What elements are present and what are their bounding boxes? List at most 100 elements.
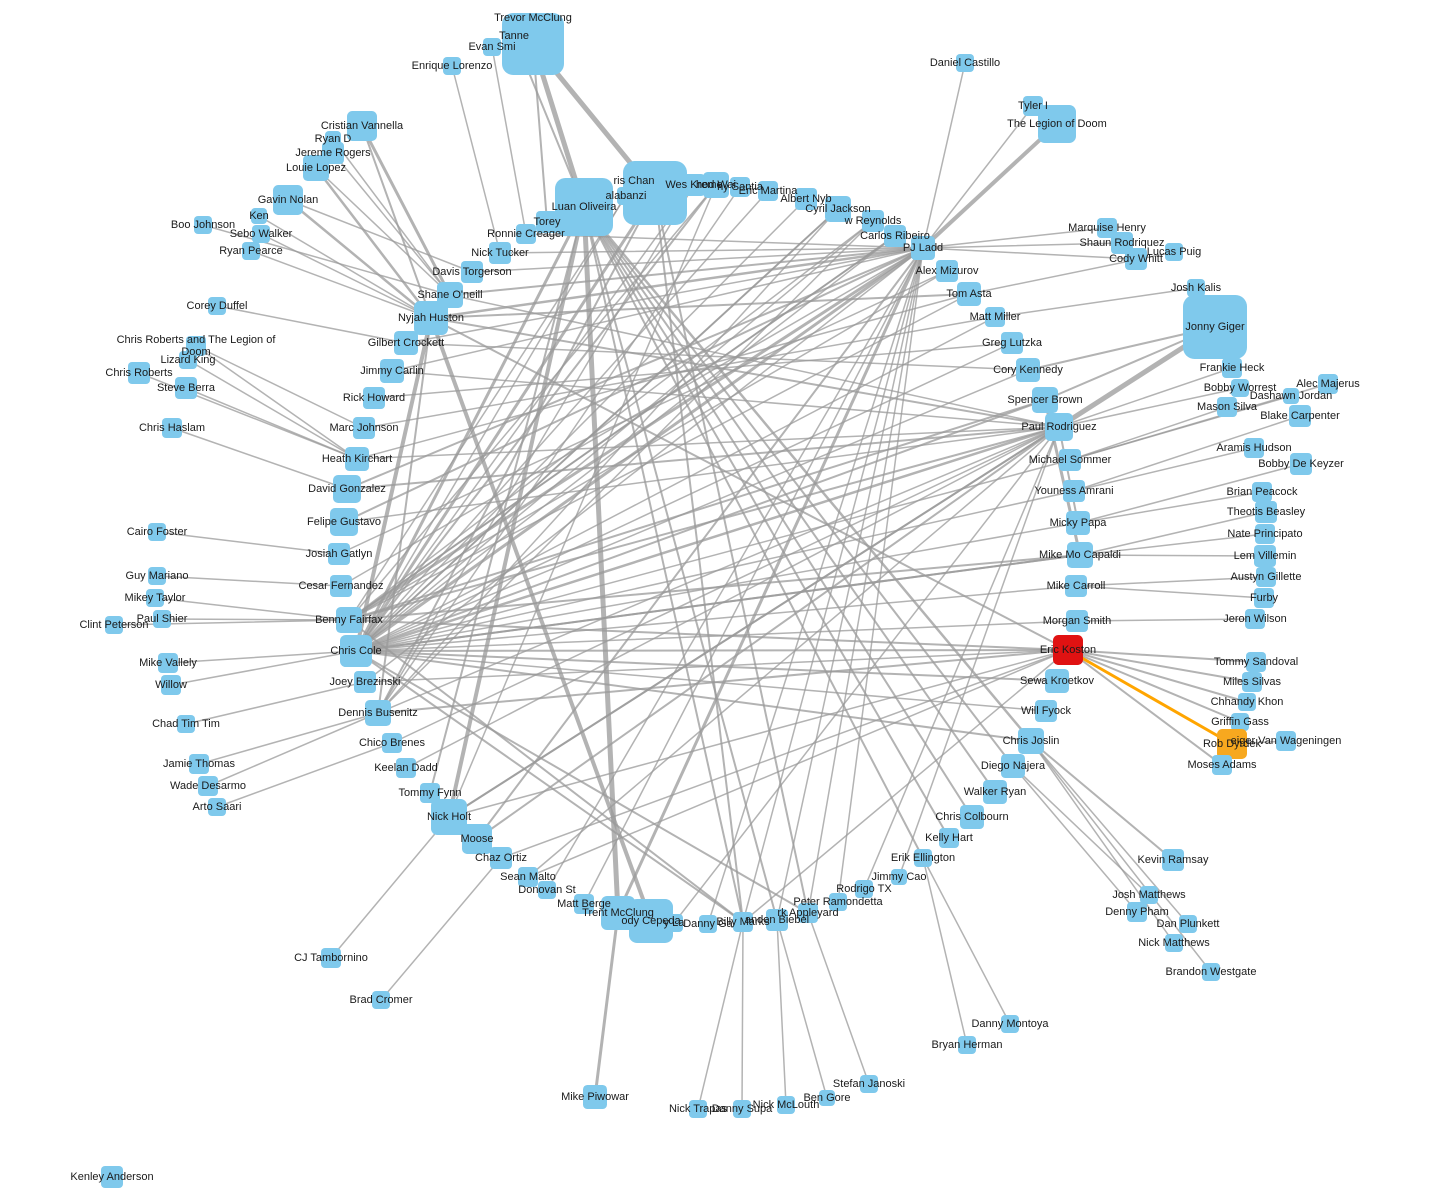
graph-node-youness-amrani[interactable] bbox=[1063, 480, 1085, 502]
graph-node-will-fyock[interactable] bbox=[1035, 700, 1057, 722]
graph-node-ny-santia[interactable] bbox=[730, 177, 750, 197]
graph-node-billy-marks[interactable] bbox=[733, 912, 753, 932]
graph-node-nick-matthews[interactable] bbox=[1165, 934, 1183, 952]
graph-node-danny-ga[interactable] bbox=[699, 915, 717, 933]
graph-node-nate-principato[interactable] bbox=[1255, 524, 1275, 544]
graph-node-chris-cole[interactable] bbox=[340, 635, 372, 667]
graph-node-chhandy-khon[interactable] bbox=[1238, 693, 1256, 711]
graph-node-walker-ryan[interactable] bbox=[983, 780, 1007, 804]
graph-node-bobby-worrest[interactable] bbox=[1231, 379, 1249, 397]
graph-node-theotis-beasley[interactable] bbox=[1255, 501, 1277, 523]
graph-node-mikey-taylor[interactable] bbox=[146, 589, 164, 607]
graph-node-keelan-dadd[interactable] bbox=[396, 758, 416, 778]
graph-node-mike-mo-capaldi[interactable] bbox=[1067, 542, 1093, 568]
graph-node-kelly-hart[interactable] bbox=[939, 828, 959, 848]
graph-node-ken[interactable] bbox=[251, 208, 267, 224]
graph-node-the-legion-of-doom[interactable] bbox=[1038, 105, 1076, 143]
graph-node-donovan-st[interactable] bbox=[538, 881, 556, 899]
graph-node-jamie-thomas[interactable] bbox=[189, 754, 209, 774]
graph-node-sewa-kroetkov[interactable] bbox=[1045, 669, 1069, 693]
graph-node-davis-torgerson[interactable] bbox=[461, 261, 483, 283]
graph-node-wade-desarmo[interactable] bbox=[198, 776, 218, 796]
graph-node-lem-villemin[interactable] bbox=[1254, 545, 1276, 567]
graph-node-jimmy-carlin[interactable] bbox=[380, 359, 404, 383]
graph-node-cesar-fernandez[interactable] bbox=[330, 575, 352, 597]
graph-node-bobby-de-keyzer[interactable] bbox=[1290, 453, 1312, 475]
graph-node-cj-tambornino[interactable] bbox=[321, 948, 341, 968]
graph-node-brad-cromer[interactable] bbox=[372, 991, 390, 1009]
graph-node-matt-miller[interactable] bbox=[985, 307, 1005, 327]
graph-node-cody-whitt[interactable] bbox=[1125, 248, 1147, 270]
graph-node-joey-brezinski[interactable] bbox=[354, 671, 376, 693]
graph-node-josiah-gatlyn[interactable] bbox=[328, 543, 350, 565]
graph-node-josh-kalis[interactable] bbox=[1187, 279, 1205, 297]
graph-node-benny-fairfax[interactable] bbox=[336, 607, 362, 633]
graph-node-cyril-jackson[interactable] bbox=[825, 196, 851, 222]
graph-node-wes-kreme[interactable] bbox=[683, 174, 705, 196]
graph-node-sean-malto[interactable] bbox=[518, 867, 538, 887]
graph-node-spencer-brown[interactable] bbox=[1032, 387, 1058, 413]
graph-node-nick-trapas[interactable] bbox=[689, 1100, 707, 1118]
graph-node-albert-nyb[interactable] bbox=[795, 188, 817, 210]
graph-node-paul-rodriguez[interactable] bbox=[1045, 413, 1073, 441]
graph-node-alec-majerus[interactable] bbox=[1318, 374, 1338, 394]
graph-node-matt-berge[interactable] bbox=[574, 894, 594, 914]
graph-node-y-la[interactable] bbox=[665, 914, 683, 932]
graph-node-nick-mclouth[interactable] bbox=[777, 1096, 795, 1114]
graph-node-moose[interactable] bbox=[462, 824, 492, 854]
graph-node-david-gonzalez[interactable] bbox=[333, 475, 361, 503]
graph-node-eric-koston[interactable] bbox=[1053, 635, 1083, 665]
graph-node-brandon-westgate[interactable] bbox=[1202, 963, 1220, 981]
graph-node-stefan-janoski[interactable] bbox=[860, 1075, 878, 1093]
graph-node-lucas-puig[interactable] bbox=[1165, 243, 1183, 261]
graph-node-tommy-sandoval[interactable] bbox=[1246, 652, 1266, 672]
graph-node-rk-appleyard[interactable] bbox=[798, 903, 818, 923]
graph-node-frankie-heck[interactable] bbox=[1222, 358, 1242, 378]
graph-node-jonny-giger[interactable] bbox=[1183, 295, 1247, 359]
graph-node-dan-plunkett[interactable] bbox=[1179, 915, 1197, 933]
graph-node-gilbert-crockett[interactable] bbox=[394, 331, 418, 355]
graph-node-ben-gore[interactable] bbox=[819, 1090, 835, 1106]
graph-node-arto-saari[interactable] bbox=[208, 798, 226, 816]
graph-node-sebo-walker[interactable] bbox=[252, 225, 270, 243]
graph-node-cairo-foster[interactable] bbox=[148, 523, 166, 541]
graph-node-eiger-van-wageningen[interactable] bbox=[1276, 731, 1296, 751]
graph-node-willow[interactable] bbox=[161, 675, 181, 695]
graph-node-griffin-gass[interactable] bbox=[1231, 713, 1249, 731]
graph-node-clint-peterson[interactable] bbox=[105, 616, 123, 634]
graph-node-morgan-smith[interactable] bbox=[1066, 610, 1088, 632]
graph-node-mike-piwowar[interactable] bbox=[583, 1085, 607, 1109]
graph-node-felipe-gustavo[interactable] bbox=[330, 508, 358, 536]
graph-node-jimmy-cao[interactable] bbox=[891, 869, 907, 885]
graph-node-michael-sommer[interactable] bbox=[1059, 449, 1081, 471]
graph-node-enrique-lorenzo[interactable] bbox=[443, 57, 461, 75]
graph-node-shane-o-neill[interactable] bbox=[437, 282, 463, 308]
graph-node-carlos-ribeiro[interactable] bbox=[884, 225, 906, 247]
graph-node-mason-silva[interactable] bbox=[1217, 397, 1237, 417]
graph-node-peter-ramondetta[interactable] bbox=[829, 893, 847, 911]
graph-node-dashawn-jordan[interactable] bbox=[1283, 388, 1299, 404]
graph-node-jeron-wilson[interactable] bbox=[1245, 609, 1265, 629]
graph-node-gavin-nolan[interactable] bbox=[273, 185, 303, 215]
graph-node-kevin-ramsay[interactable] bbox=[1162, 849, 1184, 871]
graph-node-chris-joslin[interactable] bbox=[1018, 728, 1044, 754]
graph-node-tom-asta[interactable] bbox=[957, 282, 981, 306]
graph-node-heath-kirchart[interactable] bbox=[345, 447, 369, 471]
graph-node-danny-montoya[interactable] bbox=[1001, 1015, 1019, 1033]
graph-node-nick-tucker[interactable] bbox=[489, 242, 511, 264]
graph-node-micky-papa[interactable] bbox=[1066, 511, 1090, 535]
graph-node-guy-mariano[interactable] bbox=[148, 567, 166, 585]
graph-node-kenley-anderson[interactable] bbox=[101, 1166, 123, 1188]
graph-node-marc-johnson[interactable] bbox=[353, 417, 375, 439]
graph-node-bryan-herman[interactable] bbox=[958, 1036, 976, 1054]
graph-node-cory-kennedy[interactable] bbox=[1016, 358, 1040, 382]
graph-node-andon-biebel[interactable] bbox=[766, 909, 788, 931]
graph-node-nick-holt[interactable] bbox=[431, 799, 467, 835]
graph-node-ronnie-creager[interactable] bbox=[516, 224, 536, 244]
graph-node-ryan-pearce[interactable] bbox=[242, 242, 260, 260]
graph-node-luan-oliveira[interactable] bbox=[555, 178, 613, 236]
graph-node-diego-najera[interactable] bbox=[1001, 754, 1025, 778]
graph-node-alex-mizurov[interactable] bbox=[936, 260, 958, 282]
graph-node-torey[interactable] bbox=[536, 211, 558, 233]
graph-node-moses-adams[interactable] bbox=[1212, 755, 1232, 775]
